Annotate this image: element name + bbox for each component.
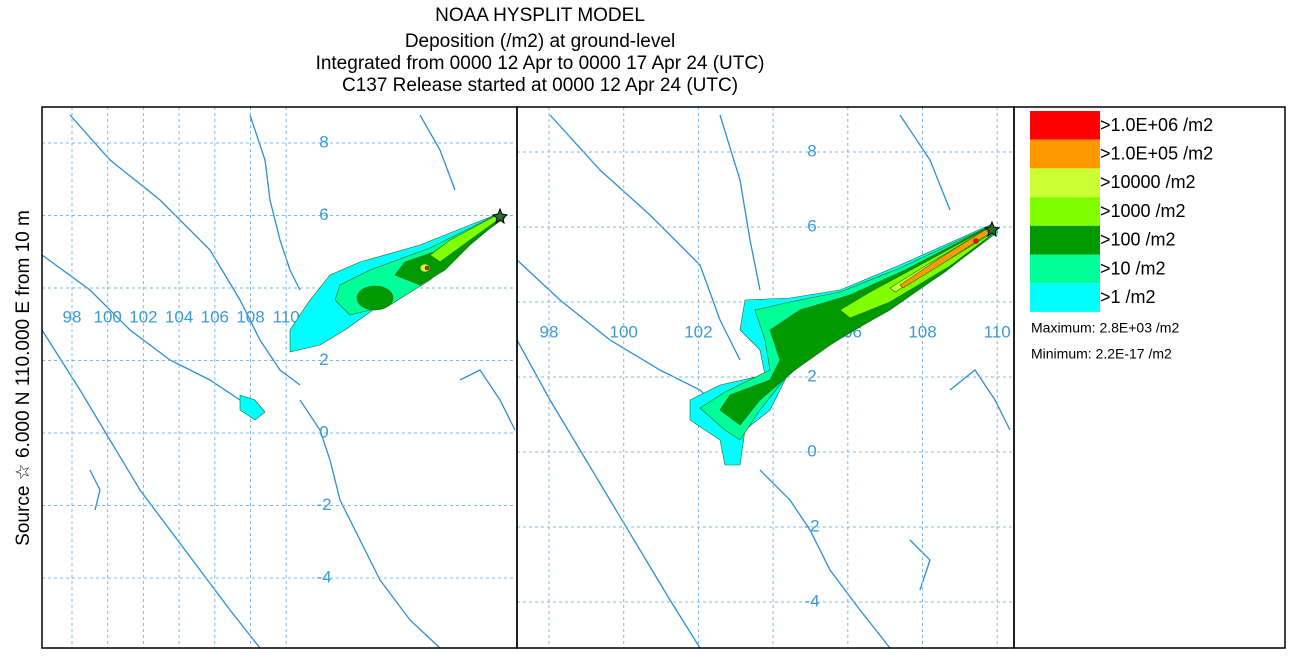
subtitle: Integrated from 0000 12 Apr to 0000 17 A… <box>316 53 765 74</box>
legend-swatch <box>1030 197 1100 226</box>
lat-label: 8 <box>319 132 328 151</box>
source-label: Source ☆ 6.000 N 110.000 E from 10 m <box>13 210 34 546</box>
header: NOAA HYSPLIT MODEL Deposition (/m2) at g… <box>316 5 765 96</box>
source-star <box>491 207 509 225</box>
source-star <box>983 220 1001 238</box>
lon-label: 100 <box>610 322 638 341</box>
legend-label: >1000 /m2 <box>1100 201 1186 221</box>
lat-label: -4 <box>316 567 331 586</box>
legend-swatch <box>1030 168 1100 198</box>
panel-frame <box>41 106 518 649</box>
legend-swatch <box>1030 225 1100 255</box>
subtitle: C137 Release started at 0000 12 Apr 24 (… <box>342 75 738 96</box>
legend-swatch <box>1030 111 1100 140</box>
contour <box>356 285 394 311</box>
minimum: Minimum: 2.2E-17 /m2 <box>1031 346 1172 362</box>
lon-label: 110 <box>984 322 1011 341</box>
lon-label: 104 <box>165 307 193 326</box>
maximum: Maximum: 2.8E+03 /m2 <box>1031 320 1179 336</box>
lon-label: 108 <box>236 307 264 326</box>
contour <box>424 265 430 271</box>
lon-label: 100 <box>94 307 122 326</box>
lon-label: 98 <box>63 307 82 326</box>
lon-label: 102 <box>129 307 157 326</box>
lat-label: 6 <box>807 216 816 235</box>
coastline <box>41 114 516 649</box>
lat-label: 0 <box>807 441 816 460</box>
lat-label: 0 <box>319 422 328 441</box>
lat-label: 8 <box>807 141 816 160</box>
contour <box>973 238 979 244</box>
lat-label: -4 <box>804 591 819 610</box>
lon-label: 98 <box>540 322 559 341</box>
lat-label: -2 <box>804 516 819 535</box>
lat-label: 6 <box>319 205 328 224</box>
lat-label: -2 <box>316 495 331 514</box>
legend-label: >1.0E+05 /m2 <box>1100 143 1213 163</box>
legend-label: >1 /m2 <box>1100 287 1156 307</box>
legend-label: >10000 /m2 <box>1100 172 1196 192</box>
subtitle: Deposition (/m2) at ground-level <box>405 31 675 52</box>
legend-swatch <box>1030 139 1100 169</box>
title: NOAA HYSPLIT MODEL <box>435 5 645 26</box>
contour <box>239 394 266 421</box>
plume <box>689 223 999 466</box>
lon-label: 106 <box>201 307 229 326</box>
lat-label: 2 <box>807 366 816 385</box>
legend-swatch <box>1030 254 1100 284</box>
legend-label: >1.0E+06 /m2 <box>1100 115 1213 135</box>
legend-label: >10 /m2 <box>1100 258 1166 278</box>
legend-label: >100 /m2 <box>1100 230 1176 250</box>
lon-label: 108 <box>908 322 936 341</box>
panel-frame <box>516 106 1015 649</box>
lon-label: 102 <box>684 322 712 341</box>
lon-label: 110 <box>273 307 300 326</box>
lat-label: 2 <box>319 350 328 369</box>
plume <box>239 212 506 421</box>
legend-swatch <box>1030 283 1100 312</box>
